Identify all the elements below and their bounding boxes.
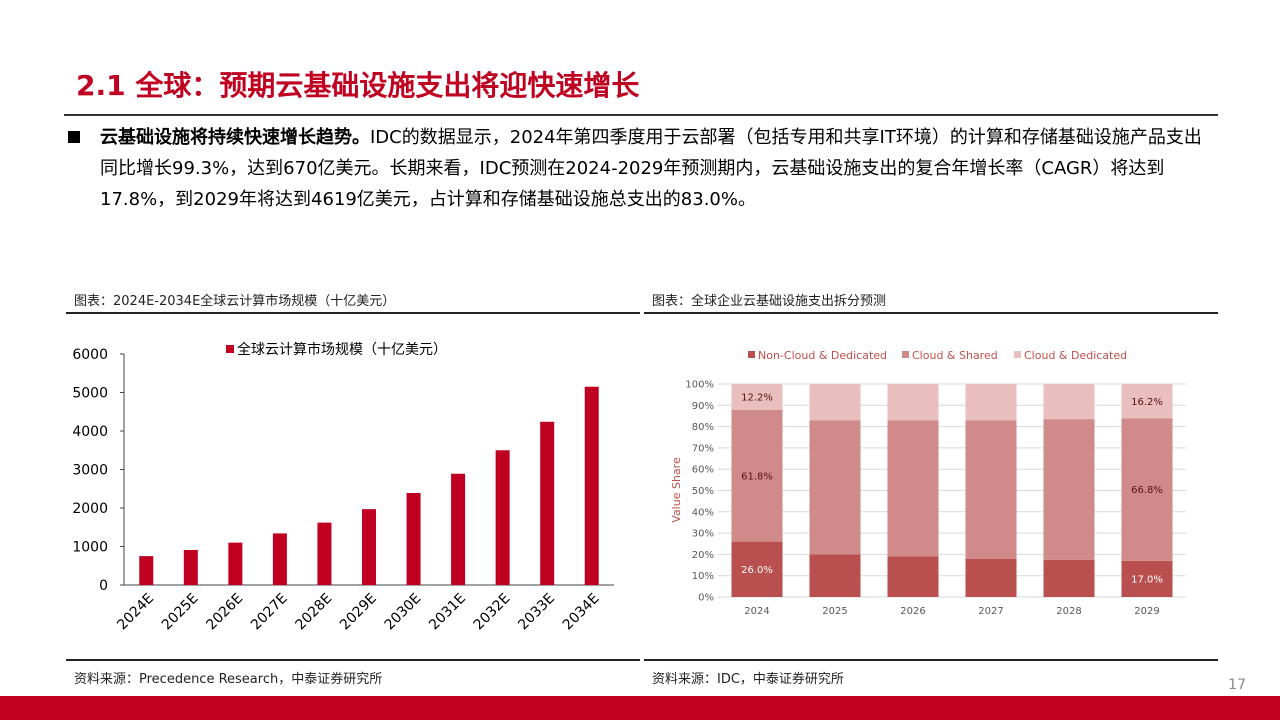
data-label: 16.2% <box>1131 397 1163 408</box>
segment-2027-2 <box>965 384 1017 421</box>
x-tick-label: 2029 <box>1134 606 1159 617</box>
segment-2028-0 <box>1043 559 1095 597</box>
spending-split-chart: 0% 10% 20% 30% 40% 50% 60% 70% 80% 90% 100% Value S… <box>670 349 1186 617</box>
y-tick-label: 60% <box>692 465 714 476</box>
left-chart-caption: 图表：2024E-2034E全球云计算市场规模（十亿美元） <box>74 294 396 309</box>
y-tick-label: 90% <box>692 401 714 412</box>
y-tick-label: 0 <box>99 578 108 594</box>
bar-2025E <box>183 549 198 585</box>
bullet-marker <box>68 131 80 143</box>
data-label: 66.8% <box>1131 485 1163 496</box>
y-tick-label: 30% <box>692 529 714 540</box>
segment-2026-2 <box>887 384 939 421</box>
segment-2028-1 <box>1043 419 1095 560</box>
right-chart-source: 资料来源：IDC，中泰证券研究所 <box>652 672 844 687</box>
segment-2029-1 <box>1121 418 1173 561</box>
bar-2029E <box>362 509 376 585</box>
segment-2027-0 <box>965 558 1017 597</box>
x-tick-label: 2026 <box>900 606 925 617</box>
legend-swatch <box>748 351 755 358</box>
right-caption-rule <box>644 312 1218 314</box>
data-label: 26.0% <box>741 565 773 576</box>
x-tick-label: 2029E <box>337 591 380 634</box>
data-label: 17.0% <box>1131 574 1163 585</box>
bar-2024E <box>139 556 154 585</box>
bar-2030E <box>406 492 421 585</box>
y-axis-title: Value Share <box>670 457 683 523</box>
left-source-rule <box>66 659 640 661</box>
y-tick-label: 70% <box>692 443 714 454</box>
bullet-body-text: IDC的数据显示，2024年第四季度用于云部署（包括专用和共享IT环境）的计算和… <box>100 127 1202 210</box>
legend-swatch <box>226 345 234 353</box>
x-tick-label: 2031E <box>426 591 469 634</box>
y-tick-label: 80% <box>692 422 714 433</box>
bar-2031E <box>451 473 466 585</box>
x-tick-label: 2027 <box>978 606 1003 617</box>
y-tick-label: 1000 <box>72 540 108 556</box>
y-tick-label: 40% <box>692 507 714 518</box>
x-tick-label: 2032E <box>471 591 514 634</box>
y-tick-label: 100% <box>685 380 714 391</box>
x-tick-label: 2033E <box>515 591 558 634</box>
x-tick-label: 2028E <box>293 591 336 634</box>
right-source-rule <box>644 659 1218 661</box>
bullet-bold-text: 云基础设施将持续快速增长趋势。 <box>100 127 370 148</box>
x-tick-label: 2026E <box>203 591 246 634</box>
x-tick-label: 2025 <box>822 606 847 617</box>
y-tick-label: 2000 <box>72 501 108 517</box>
slide-title: 2.1 全球：预期云基础设施支出将迎快速增长 <box>76 69 640 102</box>
segment-2026-0 <box>887 556 939 597</box>
segment-2025-1 <box>809 420 861 555</box>
legend-swatch <box>902 351 909 358</box>
bullet-paragraph: 云基础设施将持续快速增长趋势。IDC的数据显示，2024年第四季度用于云部署（包… <box>100 122 1210 215</box>
market-size-chart: 0 1000 2000 3000 4000 5000 6000 2024E 2025E 2026E… <box>72 341 614 634</box>
data-label: 12.2% <box>741 392 773 403</box>
y-tick-label: 50% <box>692 486 714 497</box>
left-caption-rule <box>66 312 640 314</box>
title-divider <box>64 114 1218 116</box>
segment-2026-1 <box>887 420 939 557</box>
bar-2028E <box>317 522 332 585</box>
segment-2024-1 <box>731 409 783 542</box>
y-tick-label: 5000 <box>72 386 108 402</box>
bar-2027E <box>272 533 287 585</box>
x-tick-label: 2034E <box>560 591 603 634</box>
legend-label: 全球云计算市场规模（十亿美元） <box>237 341 447 358</box>
legend-label: Cloud & Shared <box>912 349 998 362</box>
x-tick-label: 2027E <box>248 591 291 634</box>
y-tick-label: 4000 <box>72 424 108 440</box>
segment-2028-2 <box>1043 384 1095 420</box>
x-tick-label: 2028 <box>1056 606 1081 617</box>
segment-2025-0 <box>809 554 861 597</box>
legend-label: Non-Cloud & Dedicated <box>758 349 887 362</box>
segment-2024-2 <box>731 384 783 410</box>
y-tick-label: 6000 <box>72 347 108 363</box>
y-tick-label: 10% <box>692 571 714 582</box>
segment-2027-1 <box>965 420 1017 559</box>
page-number: 17 <box>1228 677 1246 693</box>
y-tick-label: 20% <box>692 550 714 561</box>
bar-2033E <box>540 421 555 585</box>
x-tick-label: 2024E <box>114 591 157 634</box>
legend-swatch <box>1014 351 1021 358</box>
segment-2029-0 <box>1121 560 1173 597</box>
legend-label: Cloud & Dedicated <box>1024 349 1127 362</box>
y-tick-label: 3000 <box>72 463 108 479</box>
right-chart-caption: 图表：全球企业云基础设施支出拆分预测 <box>652 294 887 309</box>
footer-bar <box>0 696 1280 720</box>
y-tick-label: 0% <box>698 593 714 604</box>
x-tick-label: 2030E <box>382 591 425 634</box>
segment-2025-2 <box>809 384 861 421</box>
left-chart-source: 资料来源：Precedence Research，中泰证券研究所 <box>74 672 383 687</box>
data-label: 61.8% <box>741 471 773 482</box>
segment-2024-0 <box>731 541 783 597</box>
bar-2034E <box>584 386 599 585</box>
x-tick-label: 2025E <box>159 591 202 634</box>
bar-2026E <box>228 542 243 585</box>
bar-2032E <box>495 450 510 585</box>
x-tick-label: 2024 <box>744 606 769 617</box>
segment-2029-2 <box>1121 384 1173 419</box>
